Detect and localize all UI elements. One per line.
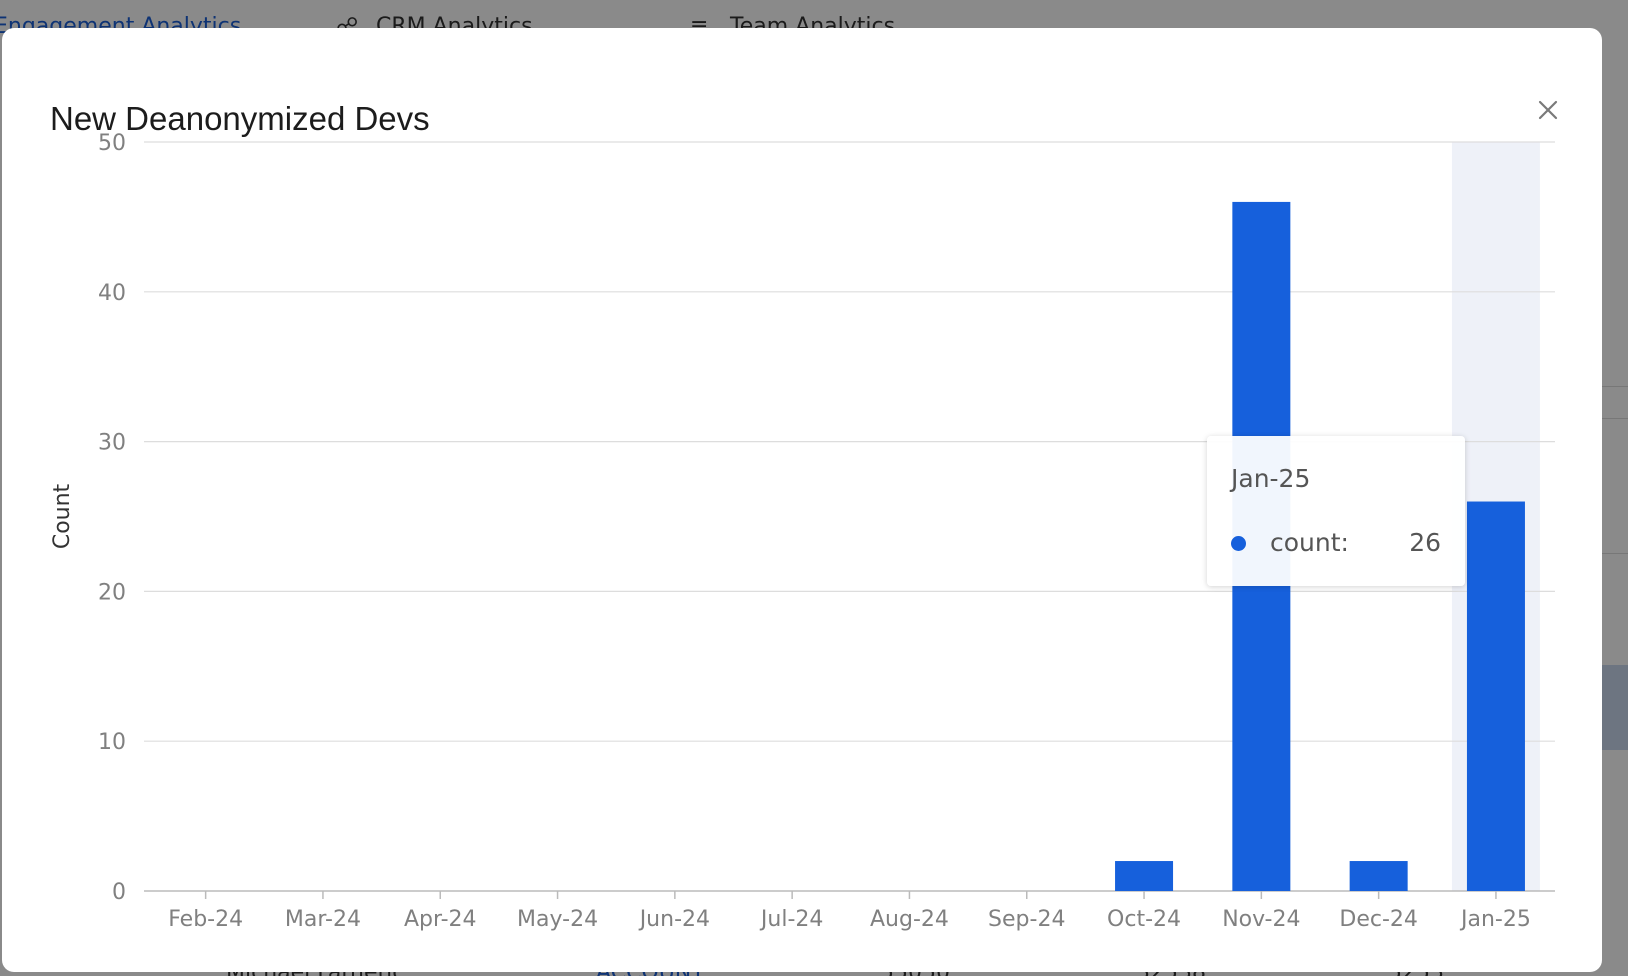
y-tick-label: 10 <box>98 730 126 755</box>
x-tick-label: Nov-24 <box>1222 907 1300 932</box>
x-tick-label: Oct-24 <box>1107 907 1181 932</box>
y-tick-label: 0 <box>112 880 126 905</box>
tooltip-series-label: count: <box>1270 528 1349 557</box>
x-tick-label: Feb-24 <box>168 907 243 932</box>
chart-tooltip: Jan-25 count: 26 <box>1207 436 1465 586</box>
bar-oct-24 <box>1115 861 1174 891</box>
y-tick-label: 30 <box>98 431 126 456</box>
background-selected-row <box>1600 665 1628 750</box>
y-tick-label: 50 <box>98 131 126 156</box>
background-divider <box>1600 386 1628 387</box>
close-icon <box>1538 100 1558 120</box>
background-tab-bar: Engagement Analytics ☍ CRM Analytics ≡ Tea… <box>0 10 1628 50</box>
modal-title: New Deanonymized Devs <box>50 100 430 137</box>
y-tick-label: 20 <box>98 580 126 605</box>
x-tick-label: May-24 <box>517 907 598 932</box>
tooltip-header: Jan-25 <box>1231 464 1311 493</box>
close-button[interactable] <box>1532 94 1564 126</box>
x-tick-label: Sep-24 <box>988 907 1065 932</box>
bar-jan-25 <box>1466 501 1525 891</box>
x-tick-label: Dec-24 <box>1339 907 1418 932</box>
bar-dec-24 <box>1349 861 1408 891</box>
x-tick-label: Aug-24 <box>870 907 949 932</box>
x-tick-label: Apr-24 <box>404 907 477 932</box>
x-tick-label: Jun-24 <box>638 907 710 932</box>
x-tick-label: Mar-24 <box>285 907 361 932</box>
background-divider <box>1600 418 1628 419</box>
x-tick-label: Jan-25 <box>1459 907 1531 932</box>
background-divider <box>1600 553 1628 554</box>
bar-chart: 0 10 20 30 40 50 Count Feb-24 Mar-24 Apr-24 May-24… <box>50 131 1555 932</box>
x-tick-label: Jul-24 <box>759 907 823 932</box>
tooltip-value: 26 <box>1409 528 1441 557</box>
chart-modal: New Deanonymized Devs 0 10 20 30 40 50 Count Fe… <box>2 28 1602 972</box>
series-dot-icon <box>1231 536 1246 551</box>
y-tick-label: 40 <box>98 281 126 306</box>
y-axis-label: Count <box>50 483 75 549</box>
